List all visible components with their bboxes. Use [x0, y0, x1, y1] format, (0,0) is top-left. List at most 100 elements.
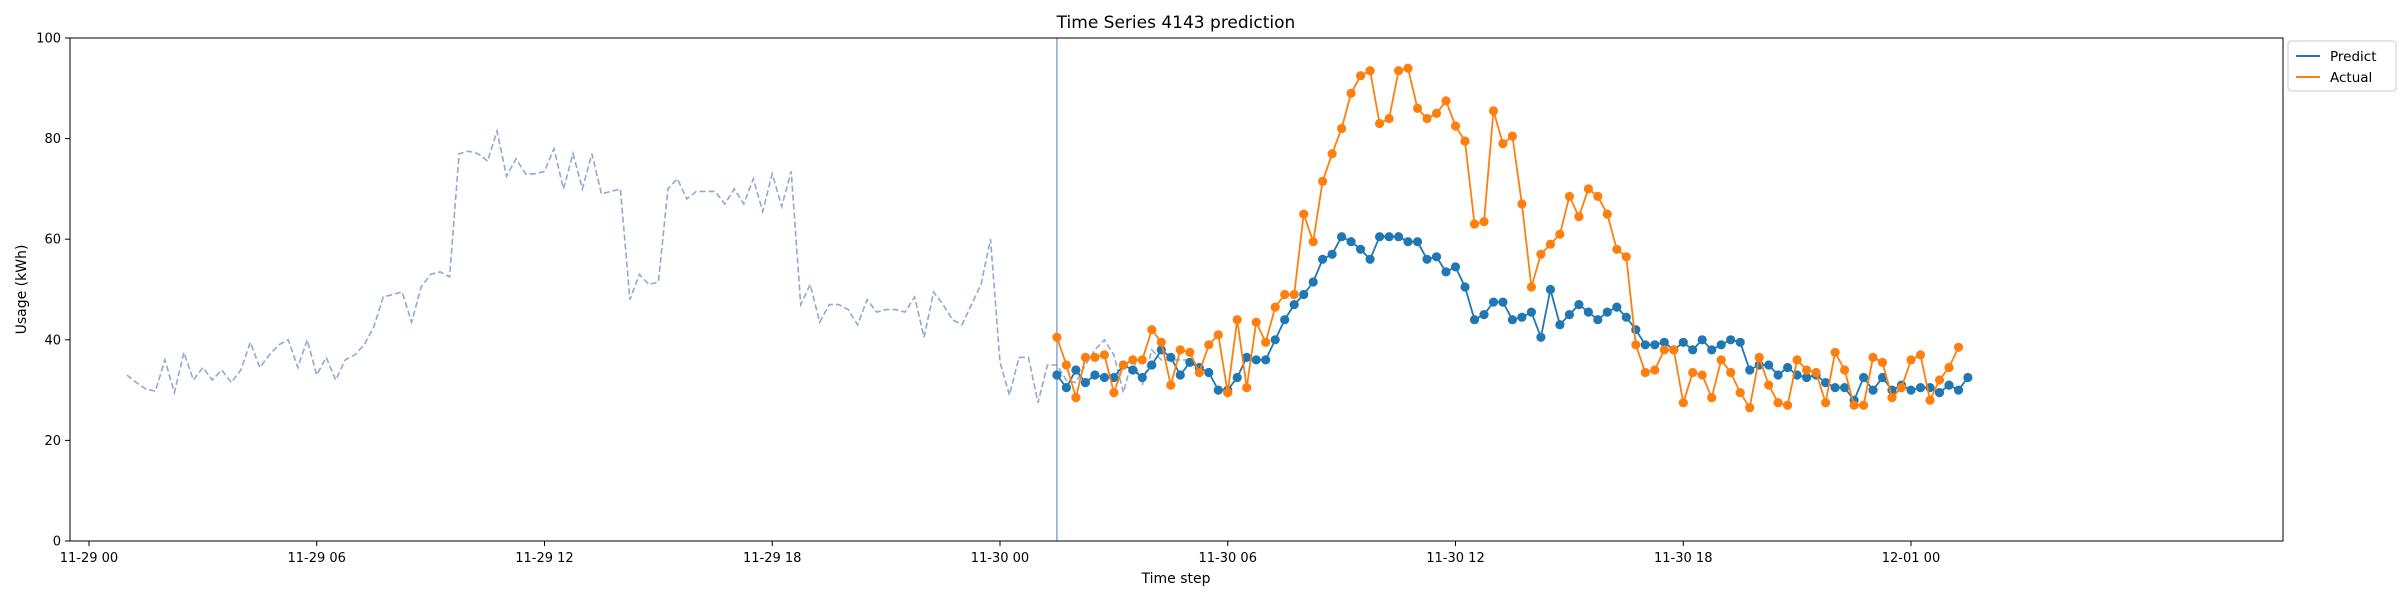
predict-point — [1915, 383, 1926, 393]
predict-point — [1821, 378, 1831, 388]
predict-point — [1963, 372, 1973, 383]
predict-point — [1536, 332, 1546, 342]
actual-point — [1356, 71, 1366, 81]
predict-point — [1394, 232, 1404, 242]
predict-point — [1052, 370, 1062, 380]
predict-point — [1488, 297, 1499, 307]
actual-point — [1488, 106, 1499, 116]
predict-point — [1840, 383, 1850, 393]
predict-point — [1213, 385, 1223, 395]
actual-point — [1688, 367, 1698, 378]
x-tick-label: 11-30 12 — [1426, 551, 1484, 566]
predict-point — [1583, 307, 1593, 317]
actual-point — [1403, 63, 1413, 73]
predict-point — [1441, 267, 1451, 277]
actual-point — [1327, 149, 1337, 159]
x-tick-label: 11-30 00 — [971, 551, 1029, 566]
actual-point — [1621, 252, 1631, 262]
predict-point — [1327, 249, 1337, 259]
predict-point — [1716, 340, 1726, 350]
actual-point — [1479, 217, 1489, 227]
actual-point — [1289, 289, 1299, 300]
history-line — [126, 127, 1190, 403]
actual-point — [1678, 398, 1688, 408]
actual-point — [1071, 393, 1081, 403]
x-tick-label: 11-29 06 — [288, 551, 346, 566]
actual-point — [1156, 337, 1166, 347]
predict-point — [1061, 383, 1071, 393]
predict-point — [1308, 277, 1318, 287]
predict-point — [1270, 335, 1280, 345]
actual-point — [1707, 393, 1717, 403]
actual-point — [1934, 375, 1945, 385]
actual-point — [1175, 345, 1185, 355]
predict-point — [1412, 237, 1423, 247]
predict-point — [1507, 315, 1517, 325]
actual-point — [1716, 355, 1726, 365]
actual-point — [1640, 367, 1650, 378]
actual-point — [1915, 350, 1926, 360]
predict-point — [1479, 310, 1489, 320]
predict-point — [1688, 345, 1698, 355]
actual-point — [1887, 393, 1897, 403]
actual-point — [1735, 388, 1745, 398]
legend-label-predict: Predict — [2330, 49, 2377, 65]
actual-point — [1944, 362, 1954, 373]
actual-point — [1764, 380, 1774, 390]
actual-point — [1384, 113, 1394, 124]
predict-point — [1175, 370, 1185, 380]
actual-point — [1669, 345, 1679, 355]
predict-point — [1365, 254, 1375, 264]
predict-point — [1593, 315, 1603, 325]
predict-point — [1431, 252, 1442, 262]
predict-point — [1564, 310, 1574, 320]
actual-point — [1859, 400, 1869, 410]
predict-point — [1877, 372, 1888, 383]
x-tick-label: 11-30 18 — [1654, 551, 1712, 566]
actual-point — [1773, 398, 1783, 408]
predict-point — [1099, 372, 1109, 383]
plot-area-frame — [69, 37, 2284, 542]
actual-point — [1840, 365, 1850, 375]
actual-point — [1080, 352, 1090, 362]
actual-point — [1517, 199, 1527, 209]
predict-point — [1403, 237, 1413, 247]
predict-point — [1707, 345, 1717, 355]
actual-point — [1953, 342, 1964, 352]
predict-point — [1953, 385, 1964, 395]
predict-point — [1802, 372, 1812, 383]
predict-point — [1185, 357, 1195, 367]
predict-point — [1612, 302, 1622, 312]
predict-point — [1745, 365, 1755, 375]
actual-point — [1659, 345, 1669, 355]
predict-point — [1261, 355, 1271, 365]
predict-point — [1299, 289, 1309, 300]
legend-box — [2287, 40, 2397, 92]
predict-point — [1726, 335, 1736, 345]
actual-point — [1574, 212, 1584, 222]
actual-point — [1185, 347, 1195, 357]
actual-point — [1925, 395, 1935, 405]
predict-point — [1450, 262, 1461, 272]
predict-point — [1280, 315, 1290, 325]
predict-point — [1659, 337, 1669, 347]
predict-point — [1375, 232, 1385, 242]
actual-point — [1697, 370, 1707, 380]
chart-title: Time Series 4143 prediction — [1056, 13, 1296, 33]
actual-point — [1308, 237, 1318, 247]
actual-point — [1232, 315, 1242, 325]
predict-point — [1128, 365, 1138, 375]
actual-point — [1052, 332, 1062, 342]
predict-point — [1735, 337, 1745, 347]
x-tick-label: 11-29 00 — [60, 551, 118, 566]
predict-series — [1052, 232, 1973, 405]
predict-point — [1574, 300, 1584, 310]
predict-point — [1555, 320, 1565, 330]
predict-point — [1337, 232, 1347, 242]
actual-point — [1147, 325, 1157, 335]
y-tick-label: 100 — [36, 32, 61, 47]
predict-point — [1602, 307, 1612, 317]
actual-point — [1583, 184, 1593, 194]
y-tick-label: 80 — [44, 132, 61, 147]
actual-point — [1745, 403, 1755, 413]
